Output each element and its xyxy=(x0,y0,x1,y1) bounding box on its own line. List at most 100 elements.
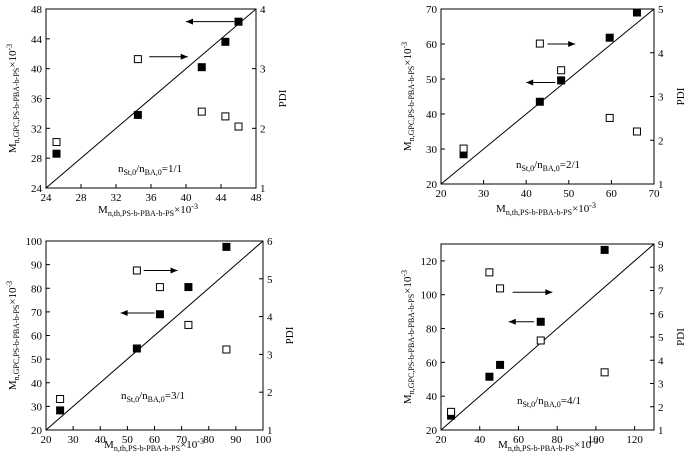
mn-data-point xyxy=(632,8,641,17)
mn-data-point xyxy=(56,406,65,415)
pdi-data-point xyxy=(155,283,164,292)
diagonal-line xyxy=(440,243,655,431)
y2-axis-label: PDI xyxy=(277,89,289,107)
y-tick-label: 100 xyxy=(421,290,438,302)
pdi-data-point xyxy=(221,112,230,121)
arrow-head xyxy=(180,53,188,60)
y-tick-label: 48 xyxy=(31,4,43,16)
arrow-head xyxy=(186,18,193,25)
y2-tick-label: 4 xyxy=(260,4,266,16)
mn-data-point xyxy=(197,63,206,72)
mn-data-point xyxy=(52,149,61,158)
y-tick-label: 80 xyxy=(426,324,438,336)
y2-tick-label: 4 xyxy=(658,355,664,367)
y2-tick-label: 8 xyxy=(658,262,664,274)
x-axis-label: Mn,th,PS-b-PBA-b-PS×10-3 xyxy=(498,437,598,453)
pdi-data-point xyxy=(132,266,141,275)
y2-tick-label: 1 xyxy=(267,425,273,437)
x-tick-label: 50 xyxy=(122,434,134,446)
mn-data-point xyxy=(496,360,505,369)
mn-data-point xyxy=(535,97,544,106)
pdi-data-point xyxy=(632,127,641,136)
y2-tick-label: 6 xyxy=(267,236,273,248)
arrow-head xyxy=(120,310,128,317)
arrow-head xyxy=(545,289,553,296)
pdi-data-point xyxy=(222,345,231,354)
y-tick-label: 44 xyxy=(31,34,43,46)
pdi-data-point xyxy=(197,107,206,116)
y2-tick-label: 6 xyxy=(658,309,664,321)
y-tick-label: 70 xyxy=(31,307,43,319)
diagonal-line xyxy=(45,8,257,189)
mn-data-point xyxy=(485,372,494,381)
x-tick-label: 90 xyxy=(230,434,242,446)
x-tick-label: 40 xyxy=(181,192,193,204)
pdi-data-point xyxy=(496,284,505,293)
x-tick-label: 28 xyxy=(76,192,88,204)
y2-axis-label: PDI xyxy=(675,328,687,346)
chart-panel-1: 24 28 32 36 40 44 48242832364044481234Mn,th,PS… xyxy=(5,4,289,218)
arrow-head xyxy=(526,79,534,86)
y-tick-label: 60 xyxy=(426,357,438,369)
pdi-data-point xyxy=(600,368,609,377)
x-tick-label: 50 xyxy=(563,188,575,200)
x-axis-label: Mn,th,PS-b-PBA-b-PS×10-3 xyxy=(496,201,596,217)
y2-tick-label: 2 xyxy=(260,123,266,135)
x-tick-label: 60 xyxy=(149,434,161,446)
y2-axis-label: PDI xyxy=(284,326,296,344)
y-tick-label: 90 xyxy=(31,260,43,272)
y-tick-label: 50 xyxy=(31,354,43,366)
y-tick-label: 120 xyxy=(421,256,438,268)
y2-tick-label: 2 xyxy=(267,387,273,399)
mn-data-point xyxy=(536,317,545,326)
y-tick-label: 20 xyxy=(426,179,438,191)
mn-data-point xyxy=(234,17,243,26)
pdi-data-point xyxy=(535,39,544,48)
arrow-head xyxy=(568,41,576,47)
pdi-data-point xyxy=(184,320,193,329)
mn-data-point xyxy=(132,344,141,353)
x-tick-label: 32 xyxy=(111,192,122,204)
y2-tick-label: 4 xyxy=(658,48,664,60)
y2-tick-label: 4 xyxy=(267,312,273,324)
x-tick-label: 40 xyxy=(474,434,486,446)
y2-tick-label: 9 xyxy=(658,239,664,251)
pdi-data-point xyxy=(234,122,243,131)
y2-tick-label: 5 xyxy=(658,4,664,16)
y-tick-label: 70 xyxy=(426,4,438,16)
y-axis-label: Mn,GPC,PS-b-PBA-b-PS×10-3 xyxy=(5,281,21,390)
mn-data-point xyxy=(221,37,230,46)
mn-data-point xyxy=(133,110,142,119)
x-axis-label: Mn,th,PS-b-PBA-b-PS×10-3 xyxy=(98,202,198,218)
y-axis-label: Mn,GPC,PS-b-PBA-b-PBA-b-PS×10-3 xyxy=(400,270,416,404)
x-tick-label: 44 xyxy=(216,192,228,204)
arrow-head xyxy=(508,318,516,325)
x-tick-label: 80 xyxy=(203,434,215,446)
y-tick-label: 40 xyxy=(426,109,438,121)
y-tick-label: 40 xyxy=(31,378,43,390)
y-tick-label: 20 xyxy=(426,425,438,437)
x-tick-label: 30 xyxy=(478,188,490,200)
pdi-data-point xyxy=(56,395,65,404)
pdi-data-point xyxy=(459,144,468,153)
x-tick-label: 70 xyxy=(649,188,661,200)
mn-data-point xyxy=(600,245,609,254)
mn-data-point xyxy=(557,76,566,85)
ratio-annotation: nSt,0/nBA,0=1/1 xyxy=(118,163,182,177)
y-tick-label: 60 xyxy=(31,331,43,343)
y-tick-label: 24 xyxy=(31,183,43,195)
x-tick-label: 60 xyxy=(513,434,525,446)
diagonal-line xyxy=(440,8,655,185)
x-tick-label: 24 xyxy=(41,192,53,204)
mn-data-point xyxy=(222,242,231,251)
x-tick-label: 20 xyxy=(436,434,448,446)
x-tick-label: 20 xyxy=(41,434,53,446)
y-axis-label: Mn,GPC,PS-b-PBA-b-PS×10-3 xyxy=(400,42,416,151)
y-tick-label: 40 xyxy=(426,391,438,403)
diagonal-line xyxy=(45,240,264,431)
chart-panel-4: 20 40 60 80 100 120 20 40 60 80 100 120 1 2 3 4 5 6 7 8 9 Mn,… xyxy=(400,239,687,453)
x-tick-label: 36 xyxy=(146,192,158,204)
y-tick-label: 36 xyxy=(31,94,43,106)
x-tick-label: 48 xyxy=(251,192,263,204)
chart-panel-3: 20 30 40 50 60 70 80 90 100203040506070809010012… xyxy=(5,236,296,453)
